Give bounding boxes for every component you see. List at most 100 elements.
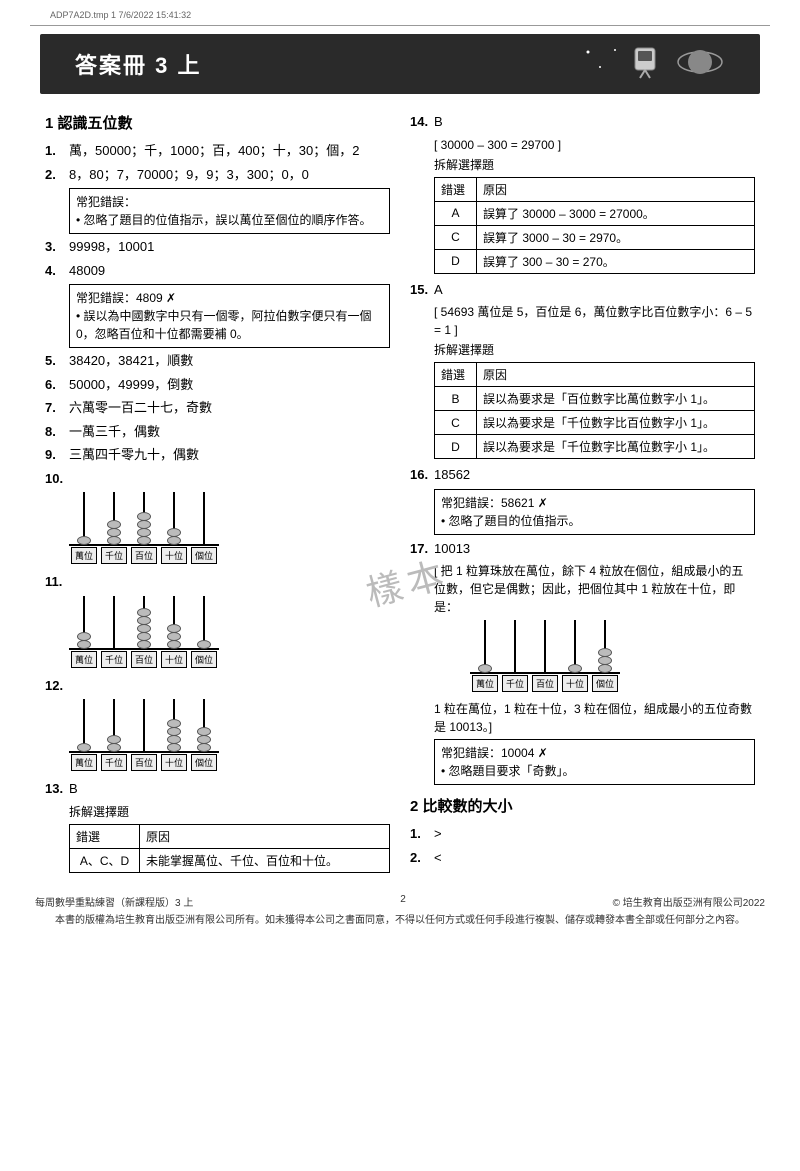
rod-label: 萬位 — [71, 547, 97, 564]
abacus-bead — [167, 743, 181, 752]
page-number: 2 — [193, 894, 612, 909]
item-answer: 萬，50000；千，1000；百，400；十，30；個，2 — [69, 141, 390, 161]
answer-item: 17.10013 — [410, 539, 755, 559]
abacus-bead — [77, 743, 91, 752]
table-header: 原因 — [477, 363, 755, 387]
abacus-bead — [598, 664, 612, 673]
rod-label: 十位 — [562, 675, 588, 692]
sub-note: [ 把 1 粒算珠放在萬位，餘下 4 粒放在個位，組成最小的五位數，但它是偶數；… — [434, 562, 755, 616]
mistake-box: 常犯錯誤：58621 ✗ • 忽略了題目的位值指示。 — [434, 489, 755, 535]
box-bullet: • 忽略了題目的位值指示，誤以萬位至個位的順序作答。 — [76, 211, 383, 229]
rod-label: 個位 — [592, 675, 618, 692]
table-cell: A、C、D — [70, 848, 140, 872]
abacus-11: 萬位千位百位十位個位 — [69, 596, 390, 668]
footer-copyright: 本書的版權為培生教育出版亞洲有限公司所有。如未獲得本公司之書面同意，不得以任何方… — [35, 911, 765, 926]
item-answer: 六萬零一百二十七，奇數 — [69, 398, 390, 418]
banner-title: 答案冊 3 上 — [75, 48, 201, 80]
rod-label: 個位 — [191, 651, 217, 668]
abacus-beads — [143, 596, 145, 648]
item-number: 14. — [410, 112, 434, 132]
item-number: 3. — [45, 237, 69, 257]
table-cell: 誤算了 3000 – 30 = 2970。 — [477, 225, 755, 249]
answer-item: 15.A — [410, 280, 755, 300]
box-title: 常犯錯誤：4809 ✗ — [76, 289, 383, 307]
answer-item: 3. 99998，10001 — [45, 237, 390, 257]
abacus-17: 萬位千位百位十位個位 — [470, 620, 755, 692]
abacus-beads — [203, 699, 205, 751]
abacus-rod: 十位 — [159, 492, 189, 564]
item-answer: 50000，49999，倒數 — [69, 375, 390, 395]
abacus-base — [530, 672, 560, 674]
rod-label: 百位 — [131, 651, 157, 668]
mistake-box: 常犯錯誤： • 忽略了題目的位值指示，誤以萬位至個位的順序作答。 — [69, 188, 390, 234]
table-cell: D — [435, 435, 477, 459]
abacus-bead — [107, 536, 121, 545]
item-number: 12. — [45, 676, 69, 696]
content-columns: 1 認識五位數 1. 萬，50000；千，1000；百，400；十，30；個，2… — [45, 112, 755, 876]
table-cell: A — [435, 201, 477, 225]
footer-left: 每周數學重點練習（新課程版）3 上 — [35, 894, 193, 909]
item-number: 8. — [45, 422, 69, 442]
abacus-bead — [478, 664, 492, 673]
choice-table-15: 錯選原因 B誤以為要求是「百位數字比萬位數字小 1」。C誤以為要求是「千位數字比… — [434, 362, 755, 459]
answer-item: 14.B — [410, 112, 755, 132]
abacus-rod: 萬位 — [69, 596, 99, 668]
box-bullet: • 誤以為中國數字中只有一個零，阿拉伯數字便只有一個 0，忽略百位和十位都需要補… — [76, 307, 383, 343]
abacus-rod: 百位 — [129, 492, 159, 564]
box-bullet: • 忽略題目要求「奇數」。 — [441, 762, 748, 780]
abacus-rod: 十位 — [560, 620, 590, 692]
item-number: 11. — [45, 572, 69, 592]
answer-item: 12. — [45, 676, 390, 696]
abacus-bead — [77, 536, 91, 545]
abacus-beads — [484, 620, 486, 672]
item-answer: > — [434, 824, 755, 844]
sub-note: 1 粒在萬位，1 粒在十位，3 粒在個位，組成最小的五位奇數是 10013。] — [434, 700, 755, 736]
abacus-beads — [203, 492, 205, 544]
abacus-beads — [604, 620, 606, 672]
banner-decoration — [580, 42, 730, 86]
box-title: 常犯錯誤： — [76, 193, 383, 211]
abacus-beads — [173, 596, 175, 648]
item-number: 16. — [410, 465, 434, 485]
abacus-beads — [544, 620, 546, 672]
answer-item: 5.38420，38421，順數 — [45, 351, 390, 371]
abacus-base — [189, 544, 219, 546]
rod-label: 個位 — [191, 754, 217, 771]
abacus-bead — [137, 640, 151, 649]
abacus-rod: 萬位 — [69, 699, 99, 771]
rod-label: 十位 — [161, 651, 187, 668]
abacus-beads — [83, 699, 85, 751]
answer-item: 1. 萬，50000；千，1000；百，400；十，30；個，2 — [45, 141, 390, 161]
item-answer: A — [434, 280, 755, 300]
item-number: 15. — [410, 280, 434, 300]
box-text: 誤以為中國數字中只有一個零，阿拉伯數字便只有一個 0，忽略百位和十位都需要補 0… — [76, 309, 372, 341]
abacus-bead — [568, 664, 582, 673]
table-header: 錯選 — [435, 177, 477, 201]
abacus-beads — [113, 596, 115, 648]
abacus-base — [99, 648, 129, 650]
choice-table: 錯選原因 A、C、D未能掌握萬位、千位、百位和十位。 — [69, 824, 390, 873]
table-cell: 誤算了 300 – 30 = 270。 — [477, 249, 755, 273]
item-answer: 99998，10001 — [69, 237, 390, 257]
abacus-rod: 個位 — [590, 620, 620, 692]
item-answer: < — [434, 848, 755, 868]
sub-note: [ 54693 萬位是 5，百位是 6，萬位數字比百位數字小：6 – 5 = 1… — [434, 303, 755, 339]
table-cell: 誤以為要求是「千位數字比萬位數字小 1」。 — [477, 435, 755, 459]
box-title: 常犯錯誤：10004 ✗ — [441, 744, 748, 762]
table-header: 錯選 — [435, 363, 477, 387]
abacus-rod: 萬位 — [470, 620, 500, 692]
abacus-beads — [83, 492, 85, 544]
abacus-rod: 萬位 — [69, 492, 99, 564]
abacus-beads — [83, 596, 85, 648]
item-number: 9. — [45, 445, 69, 465]
abacus-bead — [167, 536, 181, 545]
footer: 每周數學重點練習（新課程版）3 上 2 © 培生教育出版亞洲有限公司2022 本… — [35, 894, 765, 926]
abacus-rod: 千位 — [99, 699, 129, 771]
rod-label: 千位 — [502, 675, 528, 692]
item-answer: 10013 — [434, 539, 755, 559]
abacus-beads — [143, 699, 145, 751]
abacus-rod: 個位 — [189, 699, 219, 771]
answer-item: 13.B — [45, 779, 390, 799]
sub-note: [ 30000 – 300 = 29700 ] — [434, 136, 755, 154]
abacus-beads — [113, 492, 115, 544]
